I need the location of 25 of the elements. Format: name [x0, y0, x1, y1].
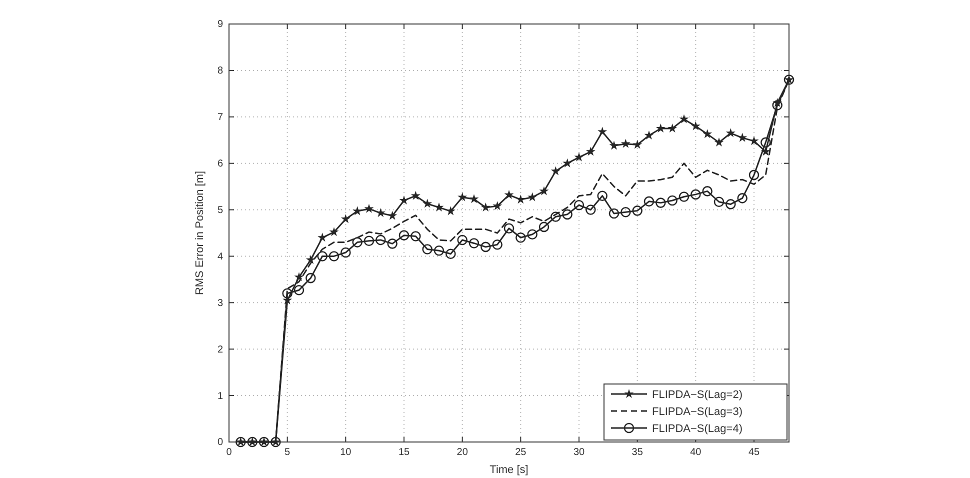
y-tick-label: 5: [217, 204, 224, 216]
x-tick-label: 45: [748, 447, 760, 458]
x-tick-label: 35: [632, 447, 644, 458]
x-tick-label: 15: [398, 447, 410, 458]
y-tick-label: 9: [217, 19, 224, 30]
y-axis-title: RMS Error in Position [m]: [194, 170, 206, 296]
legend-label: FLIPDA−S(Lag=2): [652, 389, 742, 401]
x-tick-label: 0: [226, 447, 232, 458]
y-tick-label: 2: [217, 344, 224, 356]
x-axis-title: Time [s]: [490, 464, 528, 476]
x-tick-label: 20: [456, 447, 468, 458]
legend-label: FLIPDA−S(Lag=4): [652, 423, 742, 435]
legend-label: FLIPDA−S(Lag=3): [652, 406, 742, 418]
y-tick-label: 3: [217, 298, 224, 309]
y-tick-label: 6: [217, 158, 224, 170]
y-tick-label: 8: [217, 66, 224, 77]
x-tick-label: 5: [284, 447, 291, 458]
x-tick-label: 10: [340, 447, 352, 458]
x-tick-label: 40: [690, 447, 702, 458]
x-tick-label: 30: [573, 447, 585, 458]
x-tick-label: 25: [515, 447, 527, 458]
y-tick-label: 0: [217, 437, 224, 448]
y-tick-label: 4: [217, 251, 224, 262]
y-tick-label: 7: [217, 112, 224, 124]
y-tick-label: 1: [217, 390, 224, 402]
